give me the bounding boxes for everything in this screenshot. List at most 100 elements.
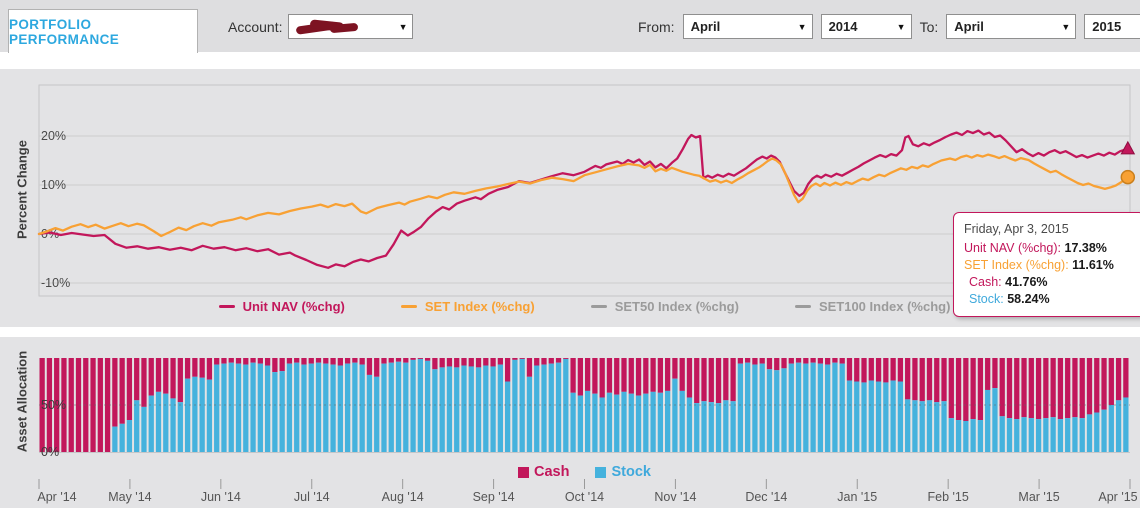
stock-bar-segment <box>1014 419 1020 452</box>
stock-bar-segment <box>286 363 293 452</box>
legend-item-unit[interactable]: Unit NAV (%chg) <box>218 299 345 314</box>
tab-portfolio-performance[interactable]: PORTFOLIO PERFORMANCE <box>8 9 198 53</box>
y-tick-label: -10% <box>41 276 70 290</box>
stock-bar-segment <box>134 400 140 452</box>
cash-bar-segment <box>592 358 598 394</box>
stock-bar-segment <box>759 363 765 452</box>
cash-bar-segment <box>635 358 642 396</box>
set-index-end-marker <box>1120 169 1136 185</box>
cash-bar-segment <box>163 358 169 394</box>
stock-bar-segment <box>301 364 307 452</box>
stock-bar-segment <box>163 393 169 452</box>
cash-bar-segment <box>141 358 147 407</box>
cash-bar-segment <box>257 358 263 364</box>
cash-bar-segment <box>745 358 751 363</box>
stock-bar-segment <box>672 378 678 452</box>
stock-bar-segment <box>403 362 409 452</box>
legend-item-label: Unit NAV (%chg) <box>242 299 345 314</box>
stock-bar-segment <box>963 420 969 452</box>
stock-bar-segment <box>985 389 991 452</box>
legend-item-set[interactable]: SET Index (%chg) <box>400 299 535 314</box>
cash-bar-segment <box>104 358 111 452</box>
from-month-select[interactable]: April ▼ <box>682 14 813 39</box>
stock-bar-segment <box>955 420 962 452</box>
stock-bar-segment <box>1072 417 1078 452</box>
stock-bar-segment <box>359 364 365 452</box>
cash-bar-segment <box>803 358 809 364</box>
cash-bar-segment <box>417 358 423 359</box>
stock-bar-segment <box>519 358 525 452</box>
month-label: Sep '14 <box>473 490 515 504</box>
stock-bar-segment <box>1006 418 1013 452</box>
stock-bar-segment <box>861 382 867 452</box>
stock-bar-segment <box>788 363 794 452</box>
from-year-select[interactable]: 2014 ▼ <box>820 14 912 39</box>
cash-bar-segment <box>577 358 583 396</box>
cash-bar-segment <box>759 358 765 364</box>
stock-bar-segment <box>214 364 220 452</box>
to-month-select[interactable]: April ▼ <box>946 14 1077 39</box>
month-label: Apr '14 <box>37 490 76 504</box>
stock-bar-segment <box>715 403 722 452</box>
asset-allocation-axis-title: Asset Allocation <box>14 350 30 453</box>
chart-tooltip: Friday, Apr 3, 2015 Unit NAV (%chg): 17.… <box>953 212 1140 317</box>
cash-bar-segment <box>948 358 954 419</box>
account-select[interactable]: ▼ <box>288 14 414 39</box>
stock-bar-segment <box>868 380 874 452</box>
stock-bar-segment <box>803 363 809 452</box>
cash-bar-segment <box>643 358 649 394</box>
stock-bar-segment <box>1115 400 1122 452</box>
cash-bar-segment <box>795 358 802 363</box>
cash-bar-segment <box>1006 358 1013 419</box>
cash-bar-segment <box>381 358 387 364</box>
stock-bar-segment <box>184 378 191 452</box>
stock-bar-segment <box>504 381 511 452</box>
to-month-value: April <box>954 19 984 34</box>
cash-bar-segment <box>883 358 889 383</box>
cash-bar-segment <box>650 358 656 392</box>
chevron-down-icon: ▼ <box>398 21 408 32</box>
cash-bar-segment <box>112 358 118 427</box>
cash-bar-segment <box>330 358 336 365</box>
cash-bar-segment <box>730 358 736 402</box>
month-label: Jul '14 <box>294 490 330 504</box>
stock-bar-segment <box>112 426 118 452</box>
chevron-down-icon: ▼ <box>797 21 807 32</box>
stock-bar-segment <box>854 381 860 452</box>
cash-bar-segment <box>177 358 183 403</box>
allocation-legend-item-stock[interactable]: Stock <box>595 464 651 480</box>
stock-bar-segment <box>235 363 242 452</box>
cash-bar-segment <box>228 358 234 363</box>
stock-bar-segment <box>330 364 336 452</box>
legend-item-set50[interactable]: SET50 Index (%chg) <box>590 299 739 314</box>
cash-bar-segment <box>563 358 569 359</box>
stock-bar-segment <box>155 391 162 452</box>
month-label: Dec '14 <box>745 490 787 504</box>
month-label: Aug '14 <box>382 490 424 504</box>
cash-bar-segment <box>75 358 82 452</box>
to-year-select[interactable]: 2015 ▼ <box>1084 14 1140 39</box>
cash-bar-segment <box>1065 358 1071 419</box>
stock-bar-segment <box>308 363 314 452</box>
stock-bar-segment <box>1057 419 1064 452</box>
cash-bar-segment <box>315 358 322 363</box>
stock-bar-segment <box>992 388 998 452</box>
allocation-legend-label: Stock <box>611 464 651 480</box>
legend-item-set100[interactable]: SET100 Index (%chg) <box>794 299 950 314</box>
cash-bar-segment <box>672 358 678 379</box>
legend-item-label: SET Index (%chg) <box>424 299 535 314</box>
stock-bar-segment <box>708 402 714 452</box>
stock-bar-segment <box>170 398 176 452</box>
stock-bar-segment <box>832 362 838 452</box>
allocation-legend-item-cash[interactable]: Cash <box>518 464 569 480</box>
account-redaction-scribble <box>296 18 359 35</box>
tooltip-row: Stock: 58.24% <box>964 291 1134 308</box>
cash-bar-segment <box>235 358 242 364</box>
stock-bar-segment <box>243 364 249 452</box>
cash-bar-segment <box>461 358 467 366</box>
cash-bar-segment <box>752 358 758 365</box>
month-label: Mar '15 <box>1018 490 1059 504</box>
month-label: Jan '15 <box>837 490 877 504</box>
cash-bar-segment <box>366 358 373 375</box>
